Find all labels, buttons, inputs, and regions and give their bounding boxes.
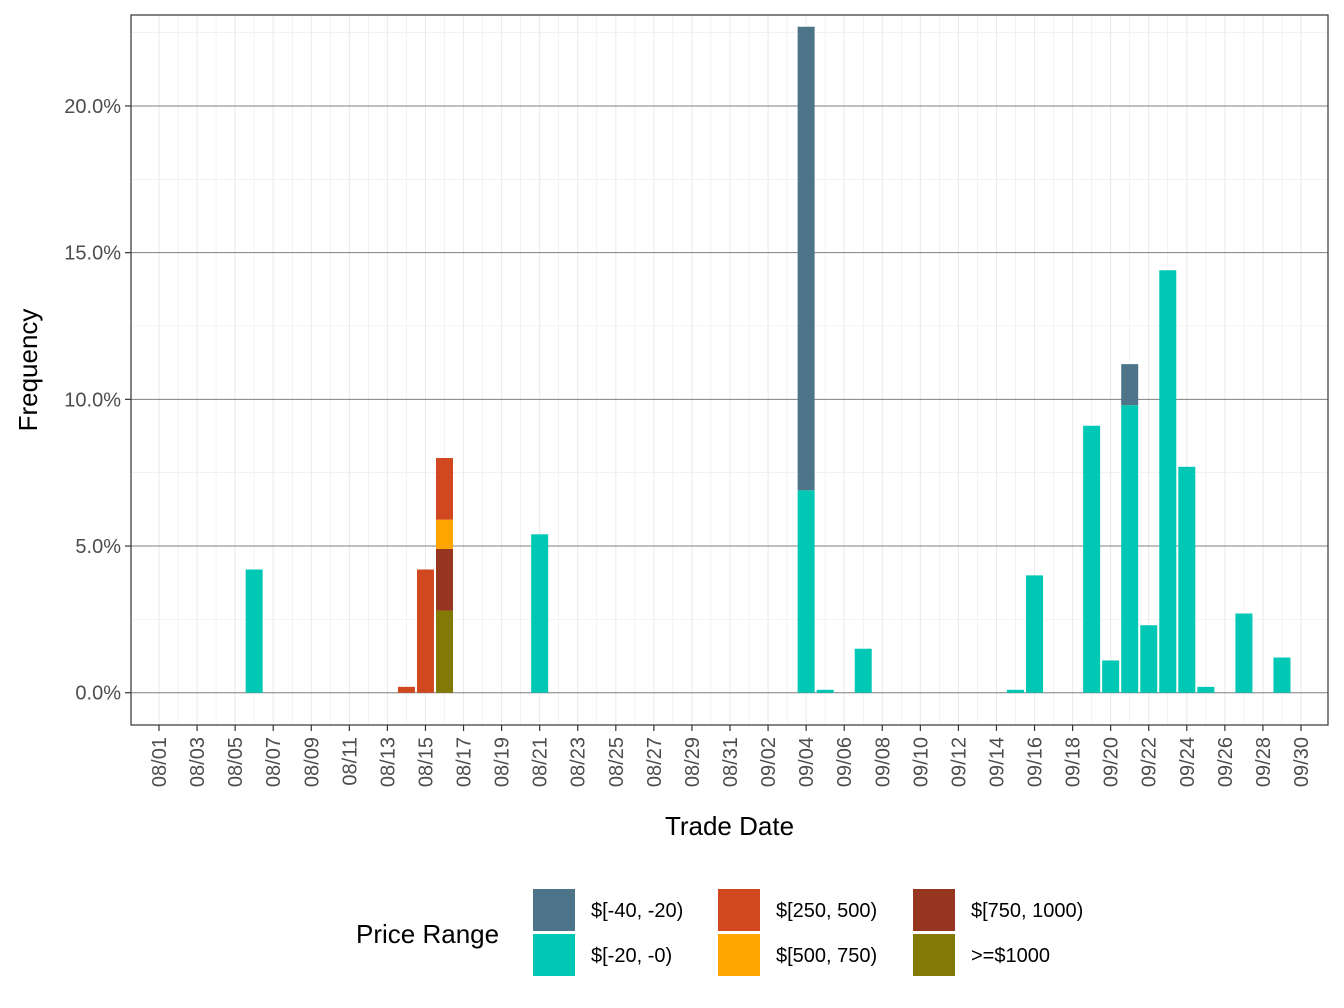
y-tick-label: 0.0% bbox=[75, 683, 121, 705]
x-tick-label: 09/28 bbox=[1253, 737, 1275, 787]
x-tick-label: 08/17 bbox=[454, 737, 476, 787]
legend-key bbox=[718, 889, 760, 931]
x-tick-label: 09/30 bbox=[1291, 737, 1313, 787]
x-tick-label: 08/21 bbox=[530, 737, 552, 787]
bar-segment bbox=[1273, 657, 1291, 693]
bar-segment bbox=[1026, 575, 1044, 693]
y-axis-title: Frequency bbox=[13, 309, 43, 432]
x-tick-label: 08/11 bbox=[339, 737, 361, 786]
legend-key bbox=[913, 934, 955, 976]
x-tick-label: 08/01 bbox=[149, 737, 171, 787]
bar-segment bbox=[531, 534, 549, 693]
bar-segment bbox=[1235, 613, 1253, 693]
bar-segment bbox=[436, 458, 453, 520]
x-tick-label: 08/31 bbox=[720, 737, 742, 787]
x-tick-label: 09/02 bbox=[758, 737, 780, 787]
bar-segment bbox=[436, 610, 453, 693]
bar-segment bbox=[416, 569, 434, 693]
y-tick-label: 5.0% bbox=[75, 536, 121, 558]
bar-segment bbox=[1159, 270, 1177, 693]
bar-segment bbox=[436, 519, 453, 549]
bar-segment bbox=[1178, 466, 1196, 693]
y-tick-label: 20.0% bbox=[64, 96, 121, 118]
legend-key bbox=[533, 934, 575, 976]
x-axis: 08/01 08/03 08/05 08/07 08/09 08/11 08/13 08/15… bbox=[149, 725, 1313, 787]
x-tick-label: 08/03 bbox=[187, 737, 209, 787]
x-tick-label: 09/20 bbox=[1101, 737, 1123, 787]
x-tick-label: 08/05 bbox=[225, 737, 247, 787]
legend-label: $[-20, -0) bbox=[591, 945, 672, 967]
x-tick-label: 08/23 bbox=[568, 737, 590, 787]
x-tick-label: 08/07 bbox=[263, 737, 285, 787]
bars bbox=[245, 26, 1291, 693]
bar-segment bbox=[797, 490, 815, 693]
legend-label: $[-40, -20) bbox=[591, 900, 683, 922]
bar-segment bbox=[854, 648, 872, 693]
y-tick-label: 10.0% bbox=[64, 389, 121, 411]
x-tick-label: 08/29 bbox=[682, 737, 704, 787]
y-axis: 0.0% 5.0% 10.0% 15.0% 20.0% bbox=[64, 96, 131, 705]
x-tick-label: 09/06 bbox=[834, 737, 856, 787]
bar-segment bbox=[1121, 405, 1139, 693]
bar-segment bbox=[1121, 364, 1139, 406]
x-tick-label: 09/24 bbox=[1177, 737, 1199, 787]
x-tick-label: 09/26 bbox=[1215, 737, 1237, 787]
legend: Price Range $[-40, -20) $[-20, -0) $[250, … bbox=[356, 889, 1083, 976]
legend-label: $[250, 500) bbox=[776, 900, 877, 922]
x-tick-label: 09/04 bbox=[796, 737, 818, 787]
bar-segment bbox=[1007, 689, 1024, 693]
x-tick-label: 09/14 bbox=[986, 737, 1008, 787]
x-tick-label: 09/12 bbox=[948, 737, 970, 787]
legend-label: $[750, 1000) bbox=[971, 900, 1083, 922]
x-tick-label: 08/13 bbox=[377, 737, 399, 787]
bar-segment bbox=[1140, 625, 1158, 693]
legend-key bbox=[718, 934, 760, 976]
bar-segment bbox=[436, 548, 453, 611]
y-tick-label: 15.0% bbox=[64, 243, 121, 265]
x-tick-label: 09/16 bbox=[1025, 737, 1047, 787]
x-tick-label: 08/27 bbox=[644, 737, 666, 787]
legend-key bbox=[533, 889, 575, 931]
bar-segment bbox=[1102, 660, 1120, 693]
legend-label: >=$1000 bbox=[971, 945, 1050, 967]
legend-key bbox=[913, 889, 955, 931]
legend-label: $[500, 750) bbox=[776, 945, 877, 967]
x-tick-label: 09/18 bbox=[1063, 737, 1085, 787]
x-tick-label: 08/19 bbox=[492, 737, 514, 787]
x-axis-title: Trade Date bbox=[665, 811, 794, 841]
x-tick-label: 09/08 bbox=[872, 737, 894, 787]
x-tick-label: 09/22 bbox=[1139, 737, 1161, 787]
legend-title: Price Range bbox=[356, 919, 499, 949]
bar-segment bbox=[397, 686, 415, 693]
bar-segment bbox=[1083, 425, 1101, 693]
x-tick-label: 09/10 bbox=[910, 737, 932, 787]
bar-segment bbox=[1197, 686, 1215, 693]
x-tick-label: 08/25 bbox=[606, 737, 628, 787]
x-tick-label: 08/09 bbox=[301, 737, 323, 787]
bar-segment bbox=[816, 689, 834, 693]
bar-segment bbox=[245, 569, 263, 693]
x-tick-label: 08/15 bbox=[415, 737, 437, 787]
bar-segment bbox=[797, 26, 815, 491]
